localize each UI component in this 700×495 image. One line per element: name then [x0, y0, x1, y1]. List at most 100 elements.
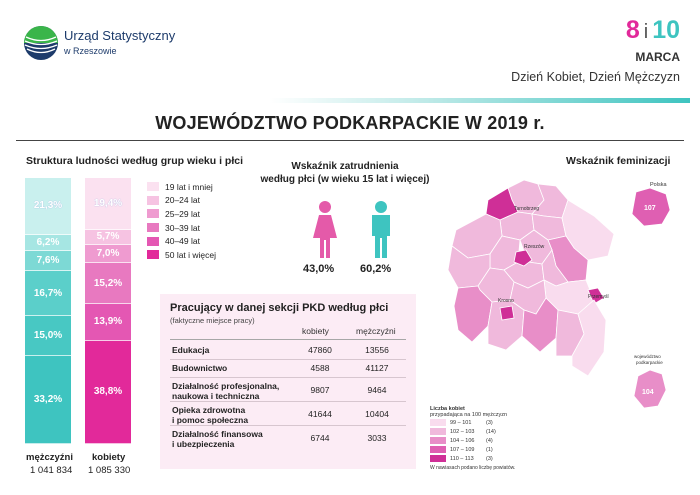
date-8: 8: [625, 16, 640, 44]
row-value-women: 4588: [310, 363, 330, 373]
city-przemysl: [587, 287, 605, 305]
map-legend-range: 99 – 101: [450, 419, 472, 426]
date-heading: 8 i 10: [626, 16, 680, 45]
map-legend-count: (1): [486, 446, 493, 453]
map-legend-range: 102 – 103: [450, 428, 475, 435]
map-legend-count: (3): [486, 419, 493, 426]
date-10: 10: [652, 16, 680, 44]
row-value-women: 41644: [308, 409, 332, 419]
age-legend-item: 19 lat i mniej: [147, 180, 216, 194]
map-legend-swatch: [430, 419, 446, 426]
row-value-women: 47860: [308, 345, 332, 355]
region-inset: [633, 369, 667, 409]
age-legend-item: 20–24 lat: [147, 194, 216, 208]
city-label-rzeszow: Rzeszów: [524, 244, 545, 250]
age-legend-swatch: [147, 236, 159, 246]
row-value-men: 10404: [365, 409, 389, 419]
men-segment: 6,2%: [25, 234, 71, 252]
month-label: MARCA: [635, 50, 680, 64]
feminization-map: Polska 107 województwo podkarpackie 104 …: [447, 179, 671, 409]
women-segment: 15,2%: [85, 263, 131, 304]
age-legend-item: 25–29 lat: [147, 207, 216, 221]
map-legend-swatch: [430, 437, 446, 444]
row-label-2: naukowa i techniczna: [172, 391, 260, 401]
women-segment: 5,7%: [85, 229, 131, 245]
age-legend-label: 25–29 lat: [165, 208, 200, 219]
table-row-divider: [170, 401, 406, 402]
map-legend-title-2: przypadająca na 100 mężczyzn: [430, 412, 508, 418]
age-legend-swatch: [147, 209, 159, 219]
employment-title: Wskaźnik zatrudnienia według płci (w wie…: [255, 160, 435, 186]
row-value-men: 3033: [367, 433, 387, 443]
col-header-women: kobiety: [302, 326, 329, 336]
table-row-divider: [170, 425, 406, 426]
district-bieszczadzki: [571, 299, 607, 377]
employment-title-line-1: Wskaźnik zatrudnienia: [291, 161, 399, 172]
men-segment: 7,6%: [25, 251, 71, 272]
map-legend-item: 102 – 103 (14): [430, 427, 515, 436]
map-legend-item: 99 – 101 (3): [430, 418, 515, 427]
table-row-divider: [170, 377, 406, 378]
women-count: 1 085 330: [88, 465, 131, 476]
age-legend-swatch: [147, 223, 159, 233]
logo-icon: [24, 26, 58, 60]
col-header-men: mężczyźni: [356, 326, 396, 336]
women-age-stack: 19,4% 5,7% 7,0% 15,2% 13,9% 38,8%: [85, 178, 131, 444]
table-subtitle: (faktyczne miejsce pracy): [170, 316, 255, 325]
employment-sector-table: [160, 294, 416, 469]
row-label: Edukacja: [172, 345, 210, 355]
row-label: Opieka zdrowotna: [172, 405, 246, 415]
age-legend-swatch: [147, 250, 159, 260]
men-segment: 16,7%: [25, 271, 71, 316]
men-count: 1 041 834: [30, 465, 73, 476]
poland-inset: [631, 187, 671, 227]
city-label-tarnobrzeg: Tarnobrzeg: [514, 206, 539, 212]
map-legend: Liczba kobiet przypadająca na 100 mężczy…: [430, 406, 515, 471]
women-segment: 38,8%: [85, 340, 131, 444]
row-label: Budownictwo: [172, 363, 228, 373]
decorative-gradient-bar: [270, 98, 690, 103]
age-legend-swatch: [147, 182, 159, 192]
day-title: Dzień Kobiet, Dzień Mężczyzn: [511, 70, 680, 84]
map-legend-item: 104 – 106 (4): [430, 436, 515, 445]
map-title: Wskaźnik feminizacji: [566, 155, 671, 167]
date-and: i: [643, 21, 649, 43]
map-legend-rows: 99 – 101 (3) 102 – 103 (14) 104 – 106 (4) 107 …: [430, 418, 515, 463]
row-value-men: 41127: [365, 363, 389, 373]
row-label: Działalność profesjonalna,: [172, 381, 280, 391]
city-label-krosno: Krosno: [498, 298, 514, 304]
women-segment: 13,9%: [85, 303, 131, 341]
region-label-2: podkarpackie: [636, 360, 663, 365]
age-legend: 19 lat i mniej 20–24 lat 25–29 lat 30–39 la…: [147, 180, 216, 262]
row-value-women: 9807: [310, 385, 330, 395]
map-legend-count: (3): [486, 455, 493, 462]
map-legend-swatch: [430, 428, 446, 435]
map-footnote: W nawiasach podano liczbę powiatów.: [430, 465, 516, 471]
map-legend-range: 110 – 113: [450, 455, 474, 462]
man-icon: [372, 201, 390, 258]
page-title: WOJEWÓDZTWO PODKARPACKIE W 2019 r.: [155, 113, 545, 133]
employment-title-line-2: według płci (w wieku 15 lat i więcej): [260, 174, 430, 185]
age-legend-label: 20–24 lat: [165, 195, 200, 206]
men-segment: 21,3%: [25, 178, 71, 235]
table-header-line: [170, 339, 406, 340]
age-legend-item: 30–39 lat: [147, 221, 216, 235]
map-legend-range: 104 – 106: [450, 437, 475, 444]
women-employment-value: 43,0%: [303, 263, 335, 275]
row-value-men: 9464: [367, 385, 387, 395]
city-krosno: [499, 305, 515, 321]
row-label-2: i ubezpieczenia: [172, 439, 235, 449]
age-legend-item: 40–49 lat: [147, 234, 216, 248]
age-legend-item: 50 lat i więcej: [147, 248, 216, 262]
row-label-2: i pomoc społeczna: [172, 415, 249, 425]
poland-value: 107: [644, 205, 656, 212]
row-label: Działalność finansowa: [172, 429, 263, 439]
woman-icon: [313, 201, 337, 258]
map-legend-item: 107 – 109 (1): [430, 445, 515, 454]
poland-label: Polska: [650, 182, 667, 188]
region-value: 104: [642, 389, 654, 396]
city-label-przemysl: Przemyśl: [588, 294, 609, 300]
men-segment: 33,2%: [25, 355, 71, 444]
org-name: Urząd Statystyczny: [64, 28, 176, 43]
women-segment: 7,0%: [85, 244, 131, 264]
